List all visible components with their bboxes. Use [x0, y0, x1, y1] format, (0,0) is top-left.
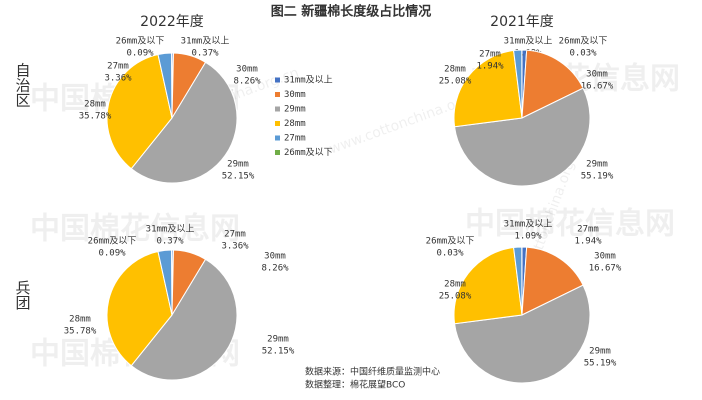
data-label: 3.36%	[104, 74, 132, 84]
slice-category: 31mm及以上	[504, 219, 553, 230]
data-label: 55.19%	[584, 359, 617, 369]
data-label: 0.37%	[156, 237, 184, 247]
data-label: 55.19%	[581, 172, 614, 182]
slice-category: 28mm	[84, 100, 106, 110]
slice-category: 26mm及以下	[88, 236, 137, 247]
data-label: 0.03%	[569, 49, 597, 59]
watermark: 中国棉花信息网	[465, 207, 675, 242]
pie-slice	[106, 250, 173, 367]
legend-label: 31mm及以上	[284, 75, 333, 86]
pie-slice	[130, 258, 238, 381]
slice-category: 26mm及以下	[426, 236, 475, 247]
pie-slice	[521, 49, 584, 119]
row-label: 兵团	[14, 280, 32, 310]
chart-title: 图二 新疆棉长度级占比情况	[271, 4, 432, 20]
legend-swatch	[275, 121, 280, 126]
pie-slice	[454, 87, 591, 187]
legend-swatch	[275, 135, 280, 141]
legend-label: 29mm	[284, 105, 306, 115]
legend-swatch	[275, 92, 280, 97]
pie-slice	[453, 49, 523, 128]
legend-label: 27mm	[284, 134, 306, 144]
pie-slice	[130, 61, 238, 184]
slice-category: 27mm	[107, 62, 129, 72]
slice-category: 31mm及以上	[504, 36, 553, 47]
pie-slice	[106, 53, 173, 170]
data-label: 0.37%	[191, 49, 219, 59]
slice-category: 29mm	[586, 160, 608, 170]
legend-swatch	[275, 106, 280, 112]
data-label: 3.36%	[221, 242, 249, 252]
data-label: 35.78%	[64, 327, 97, 337]
slice-category: 27mm	[577, 225, 599, 235]
data-label: 1.94%	[476, 62, 504, 72]
data-label: 52.15%	[222, 172, 255, 182]
data-label: 25.08%	[439, 292, 472, 302]
legend-label: 26mm及以下	[284, 147, 333, 158]
data-label: 25.08%	[439, 77, 472, 87]
slice-category: 30mm	[264, 252, 286, 262]
slice-category: 30mm	[586, 70, 608, 80]
legend-label: 28mm	[284, 119, 306, 129]
data-label: 1.94%	[574, 237, 602, 247]
slice-category: 26mm及以下	[116, 36, 165, 47]
pie-slice	[453, 246, 523, 325]
data-label: 16.67%	[589, 264, 622, 274]
data-label: 16.67%	[581, 82, 614, 92]
slice-category: 28mm	[69, 315, 91, 325]
legend-swatch	[275, 150, 280, 155]
data-label: 0.09%	[98, 249, 126, 259]
data-label: 0.09%	[126, 49, 154, 59]
pie-title: 2021年度	[490, 14, 554, 30]
pie-title: 2022年度	[140, 14, 204, 30]
slice-category: 26mm及以下	[559, 36, 608, 47]
note: 数据整理：棉花展望BCO	[305, 379, 405, 391]
legend-swatch	[275, 77, 280, 83]
watermark: 中国棉花信息网	[30, 212, 240, 247]
data-label: 52.15%	[262, 347, 295, 357]
data-label: 35.78%	[79, 112, 112, 122]
row-label: 自治区	[14, 63, 32, 108]
data-label: 8.26%	[233, 77, 261, 87]
slice-category: 28mm	[444, 280, 466, 290]
slice-category: 30mm	[594, 252, 616, 262]
slice-category: 29mm	[227, 160, 249, 170]
legend-label: 30mm	[284, 90, 306, 100]
slice-category: 31mm及以上	[146, 224, 195, 235]
slice-category: 31mm及以上	[181, 36, 230, 47]
note: 数据来源：中国纤维质量监测中心	[305, 366, 440, 378]
slice-category: 27mm	[224, 230, 246, 240]
slice-category: 27mm	[479, 50, 501, 60]
data-label: 8.26%	[261, 264, 289, 274]
slice-category: 29mm	[267, 335, 289, 345]
data-label: 0.03%	[436, 249, 464, 259]
slice-category: 30mm	[236, 65, 258, 75]
slice-category: 29mm	[589, 347, 611, 357]
pie-slice	[521, 246, 584, 316]
pie-slice	[454, 284, 591, 384]
slice-category: 28mm	[444, 65, 466, 75]
data-label: 1.09%	[514, 232, 542, 242]
